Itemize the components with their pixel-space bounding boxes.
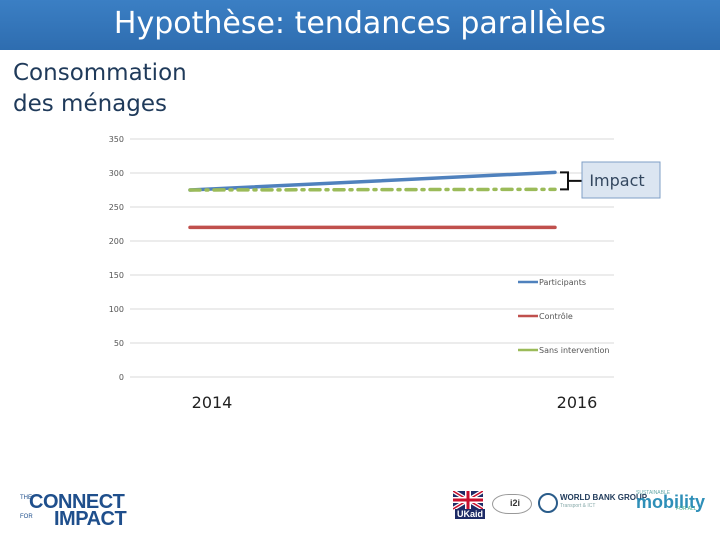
y-tick-label: 150: [109, 271, 124, 280]
logo-small-for: FOR: [20, 514, 33, 520]
y-tick-label: 250: [109, 203, 124, 212]
uk-flag-icon: [453, 491, 483, 511]
i2i-logo: [492, 494, 532, 514]
mobility-logo-small: SUSTAINABLE: [636, 490, 671, 496]
world-bank-logo-subtext: Transport & ICT: [560, 503, 596, 509]
y-tick-label: 50: [114, 339, 124, 348]
series-line-participants: [188, 170, 557, 192]
mobility-logo-subtext: FOR ALL: [676, 506, 697, 512]
y-tick-label: 0: [119, 373, 124, 382]
x-tick-label: 2016: [557, 393, 598, 412]
world-bank-logo-text: WORLD BANK GROUP: [560, 493, 648, 502]
logo-connect: CONNECT: [29, 491, 125, 513]
series-line-sans-intervention: [188, 187, 557, 192]
title-bar: [0, 0, 720, 50]
ukaid-logo-text: UKaid: [455, 509, 486, 519]
legend-label: Sans intervention: [539, 346, 609, 355]
y-tick-label: 200: [109, 237, 124, 246]
world-bank-globe-icon: [538, 493, 558, 513]
chart-subtitle: Consommation des ménages: [13, 60, 187, 117]
y-tick-label: 100: [109, 305, 124, 314]
y-tick-label: 300: [109, 169, 124, 178]
y-tick-label: 350: [109, 135, 124, 144]
page-title: Hypothèse: tendances parallèles: [113, 6, 607, 41]
logo-small-the: THE: [20, 495, 32, 501]
impact-bracket: [560, 171, 582, 191]
impact-box: [581, 161, 661, 199]
logo-impact: IMPACT: [54, 508, 127, 530]
i2i-logo-text: i2i: [510, 498, 521, 508]
x-tick-label: 2014: [192, 393, 233, 412]
legend-label: Contrôle: [539, 311, 573, 321]
impact-label: Impact: [589, 171, 644, 190]
legend-label: Participants: [539, 278, 586, 287]
mobility-logo-text: mobility: [636, 492, 706, 512]
